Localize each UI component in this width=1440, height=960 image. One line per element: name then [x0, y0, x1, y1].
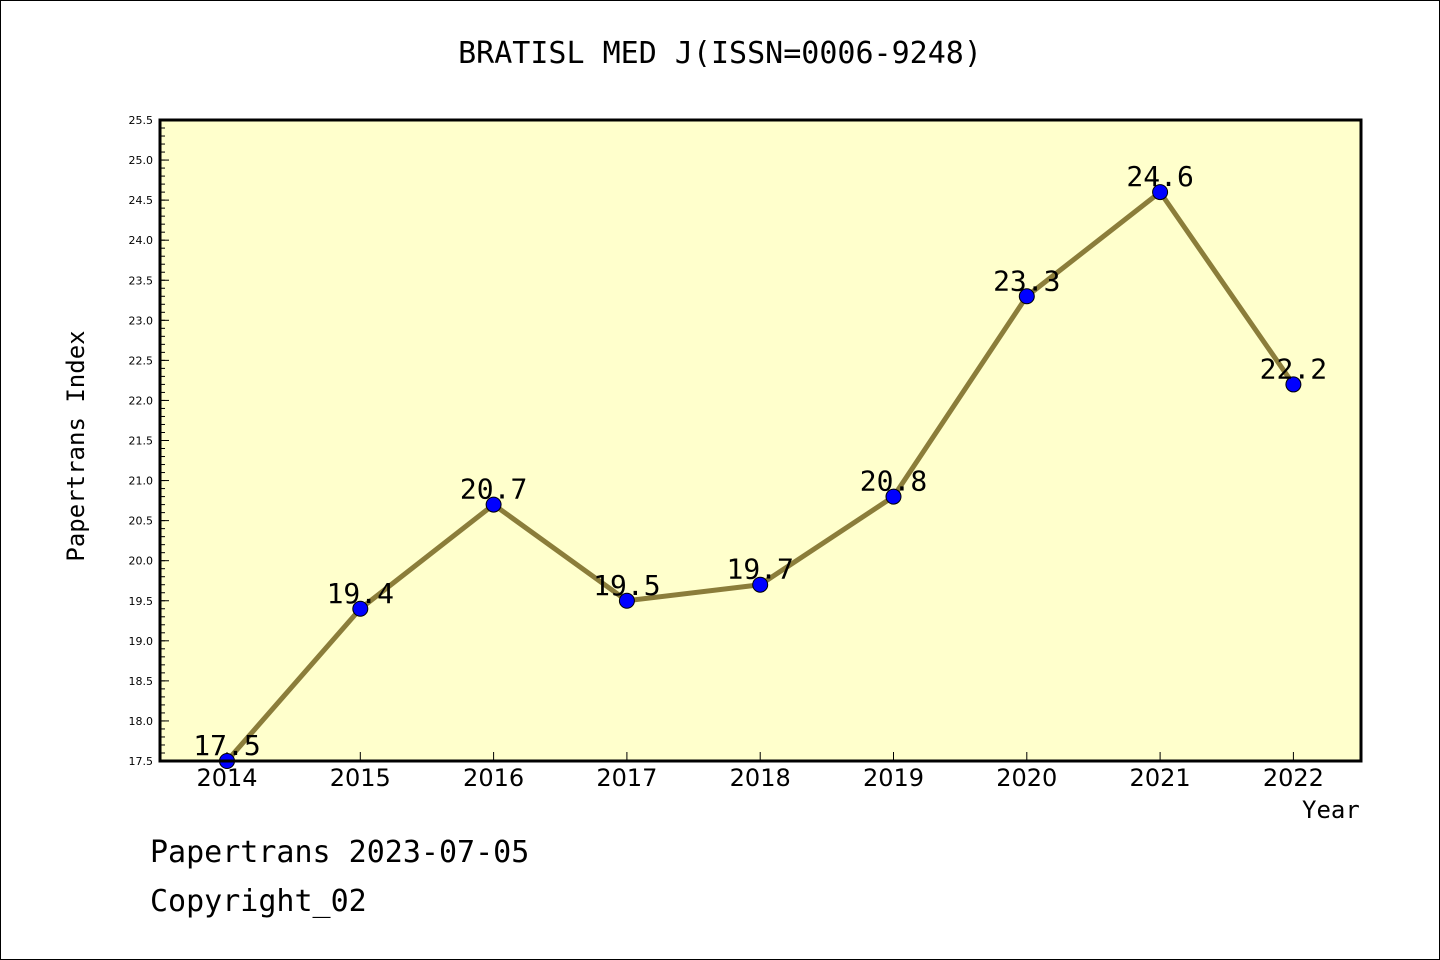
data-point	[618, 592, 635, 609]
y-axis-ticks: 17.5 18.0 18.5 19.0 19.5 20.0 20.5 21.0 21.5 22.0…	[129, 114, 169, 768]
x-tick-label: 2018	[730, 764, 791, 792]
y-tick-label: 18.5	[129, 675, 154, 688]
data-point	[485, 496, 502, 513]
y-tick-label: 22.5	[129, 354, 154, 367]
data-label: 19.4	[327, 577, 394, 610]
data-label: 17.5	[193, 729, 260, 762]
data-label: 22.2	[1260, 352, 1327, 385]
x-tick-label: 2022	[1263, 764, 1324, 792]
footer-copyright: Copyright_02	[150, 884, 367, 919]
data-point	[885, 488, 902, 505]
data-point	[1152, 184, 1169, 201]
data-point	[752, 576, 769, 593]
plot-area	[160, 120, 1361, 761]
plot-border	[158, 118, 1363, 763]
data-label: 23.3	[993, 264, 1060, 297]
footer-date: Papertrans 2023-07-05	[150, 835, 530, 870]
x-axis-ticks: 2014 2015 2016 2017 2018 2019 2020 2021 2022	[196, 752, 1324, 792]
x-axis-label: Year	[1302, 796, 1360, 824]
x-tick-label: 2017	[596, 764, 657, 792]
y-tick-label: 19.0	[129, 635, 154, 648]
x-tick-label: 2016	[463, 764, 524, 792]
data-markers	[219, 184, 1302, 769]
data-label: 19.5	[593, 569, 660, 602]
x-tick-label: 2021	[1130, 764, 1191, 792]
x-tick-label: 2019	[863, 764, 924, 792]
y-tick-label: 21.0	[129, 475, 154, 488]
y-tick-label: 20.0	[129, 555, 154, 568]
y-tick-label: 22.0	[129, 394, 154, 407]
y-tick-label: 21.5	[129, 435, 154, 448]
y-tick-label: 24.5	[129, 194, 154, 207]
data-point	[1018, 288, 1035, 305]
data-label: 20.8	[860, 465, 927, 498]
y-tick-label: 25.0	[129, 154, 154, 167]
data-labels: 17.5 19.4 20.7 19.5 19.7 20.8 23.3 24.6 22.2	[193, 160, 1327, 762]
x-tick-label: 2020	[996, 764, 1057, 792]
y-tick-label: 24.0	[129, 234, 154, 247]
y-tick-label: 23.0	[129, 314, 154, 327]
data-point	[1285, 376, 1302, 393]
x-tick-label: 2015	[330, 764, 391, 792]
data-label: 20.7	[460, 473, 527, 506]
data-label: 24.6	[1126, 160, 1193, 193]
y-tick-label: 23.5	[129, 274, 154, 287]
y-tick-label: 18.0	[129, 715, 154, 728]
y-tick-label: 25.5	[129, 114, 154, 127]
data-point	[352, 600, 369, 617]
y-tick-label: 20.5	[129, 515, 154, 528]
data-label: 19.7	[726, 553, 793, 586]
chart-title: BRATISL MED J(ISSN=0006-9248)	[458, 36, 982, 71]
y-tick-label: 19.5	[129, 595, 154, 608]
y-tick-label: 17.5	[129, 755, 154, 768]
